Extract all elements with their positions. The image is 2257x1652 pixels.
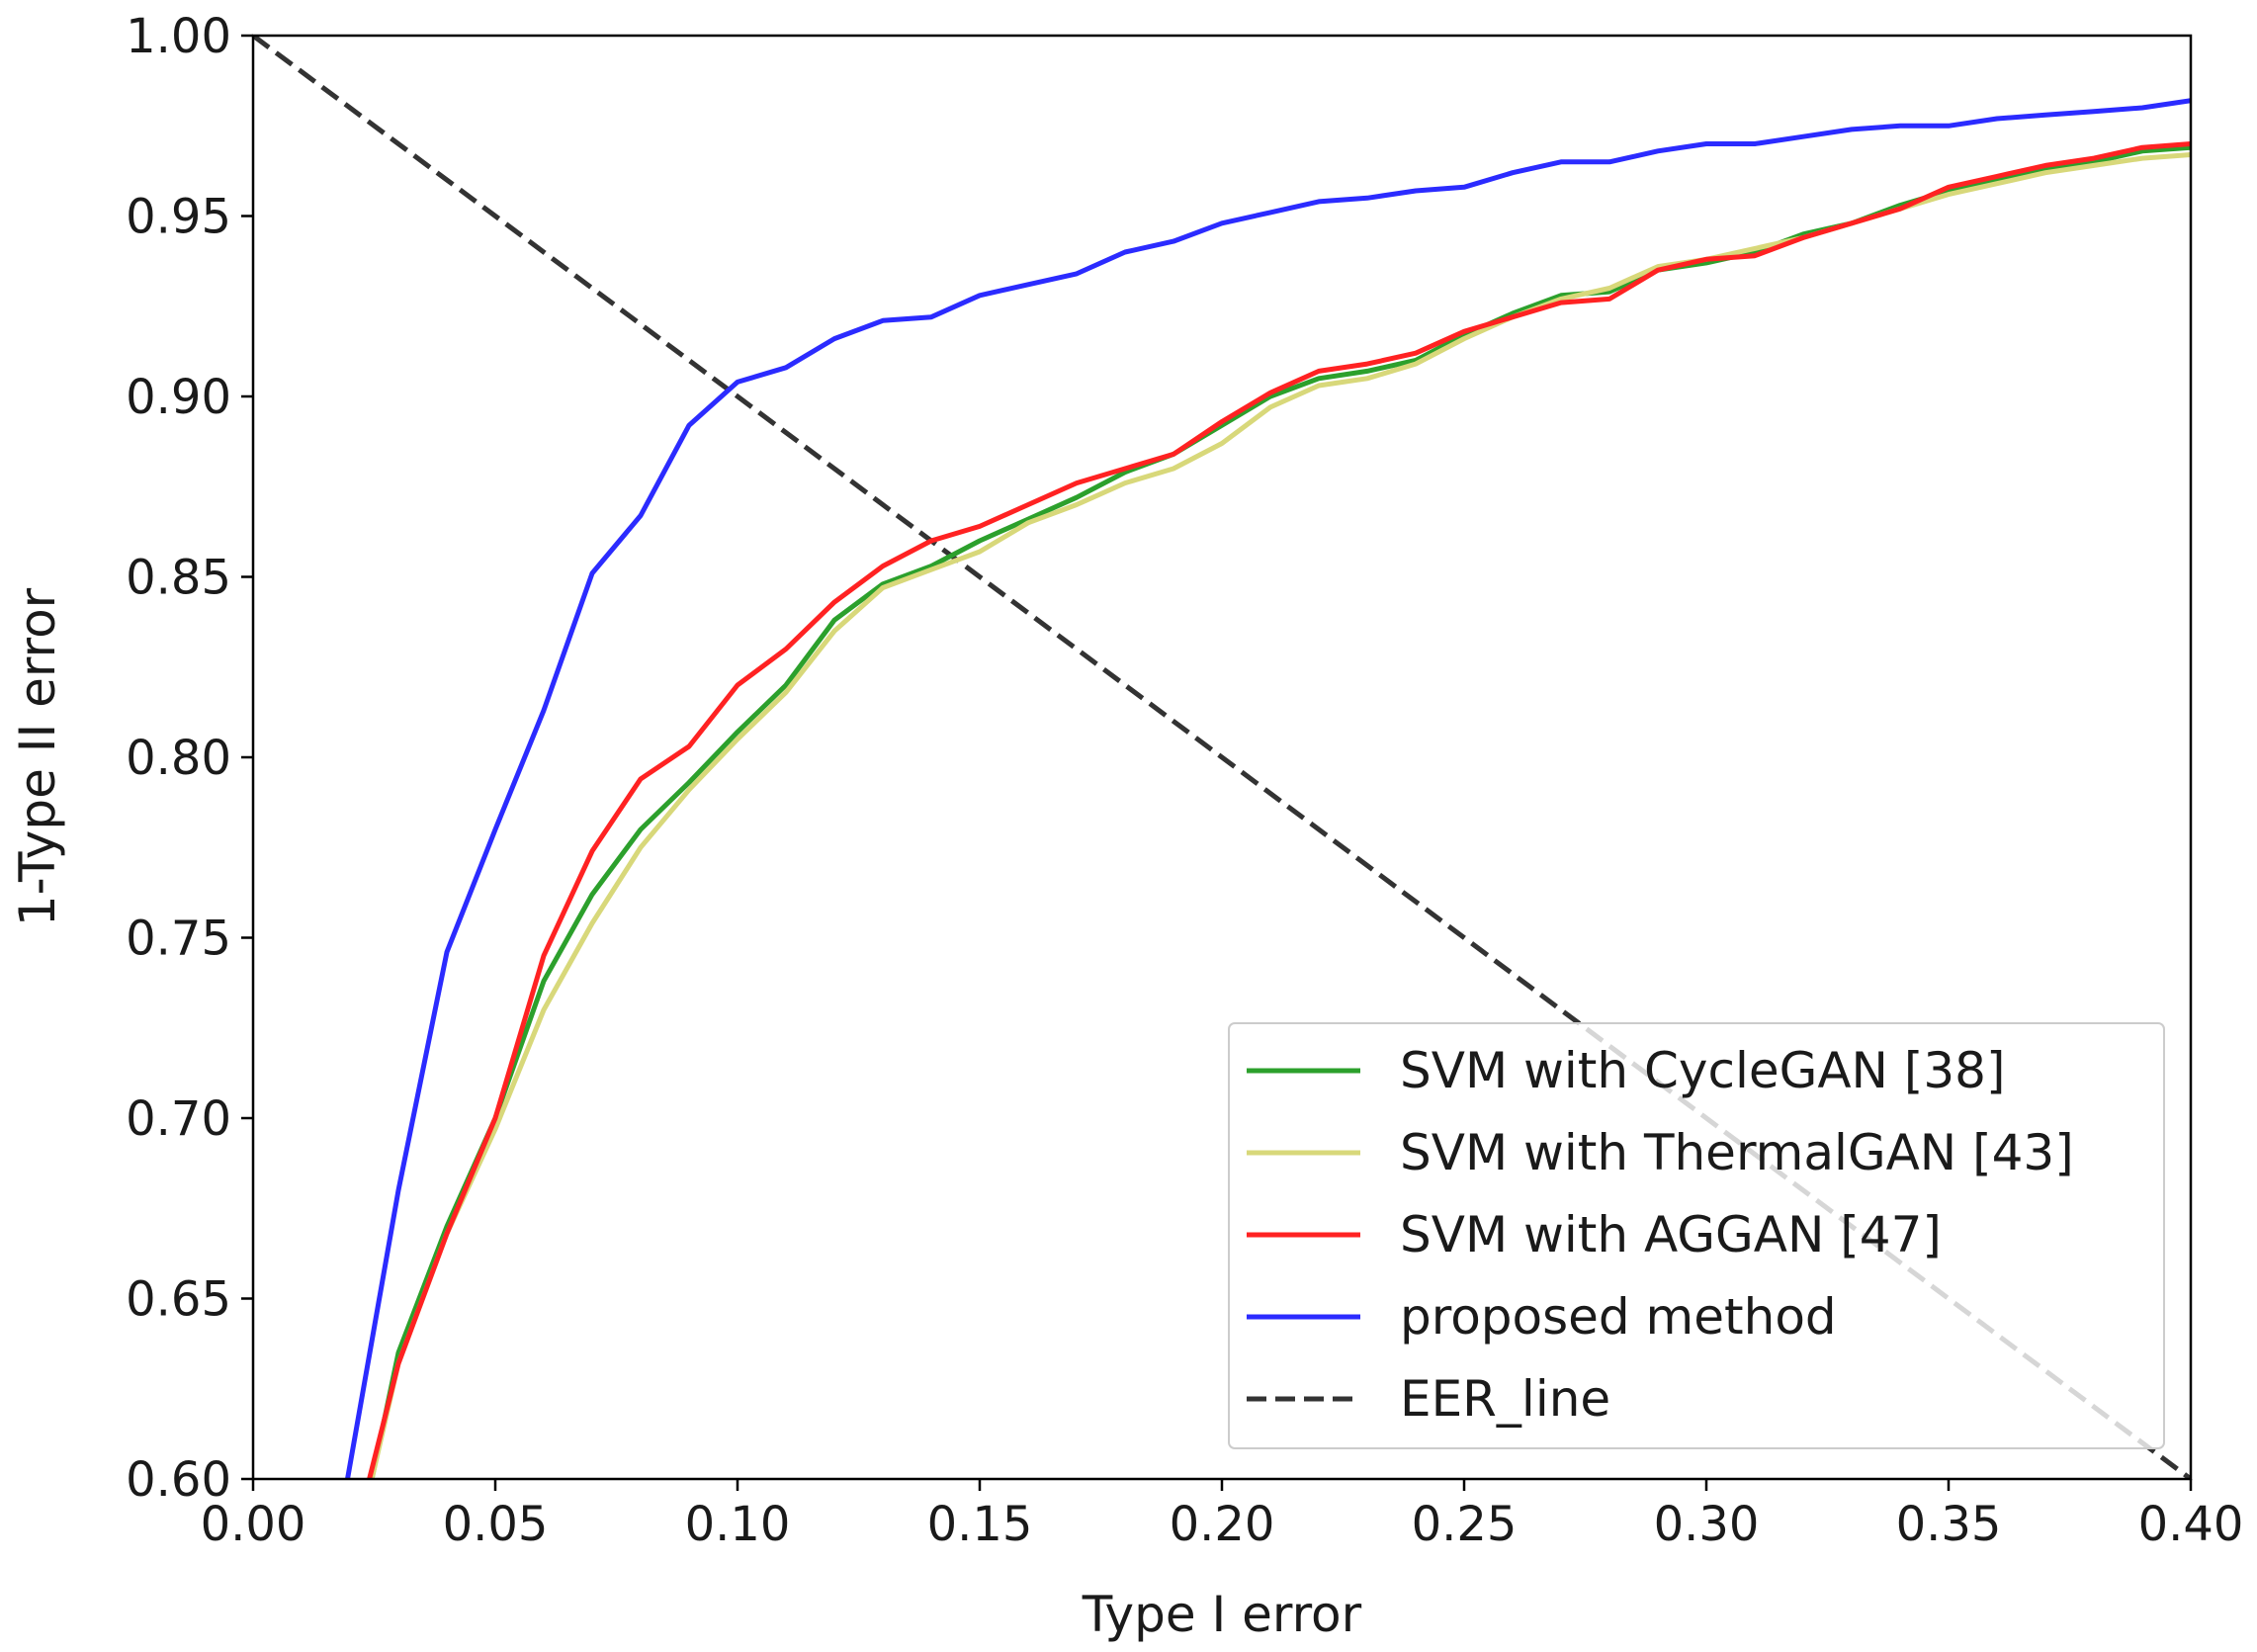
x-tick-label: 0.40 xyxy=(2138,1497,2244,1552)
legend-label: proposed method xyxy=(1400,1288,1837,1346)
legend-label: EER_line xyxy=(1400,1370,1610,1428)
legend-label: SVM with ThermalGAN [43] xyxy=(1400,1124,2074,1181)
x-tick-label: 0.25 xyxy=(1412,1497,1518,1552)
legend-label: SVM with CycleGAN [38] xyxy=(1400,1042,2005,1099)
x-axis-label: Type I error xyxy=(1082,1586,1362,1643)
x-tick-label: 0.20 xyxy=(1170,1497,1275,1552)
y-tick-label: 0.70 xyxy=(126,1091,231,1147)
series-line-svm-with-aggan-47 xyxy=(367,141,2191,1479)
x-tick-label: 0.15 xyxy=(927,1497,1033,1552)
x-tick-label: 0.35 xyxy=(1896,1497,2002,1552)
y-tick-label: 0.65 xyxy=(126,1272,231,1328)
y-tick-label: 1.00 xyxy=(126,9,231,64)
x-tick-label: 0.05 xyxy=(443,1497,549,1552)
legend-box xyxy=(1228,1022,2165,1449)
axis-ticks: 0.00 0.05 0.10 0.15 0.20 0.25 0.30 0.35 0.40 0.60… xyxy=(126,9,2243,1552)
y-tick-label: 0.95 xyxy=(126,190,231,245)
y-tick-label: 0.75 xyxy=(126,912,231,967)
y-axis-label: 1-Type II error xyxy=(9,587,66,926)
x-tick-label: 0.30 xyxy=(1654,1497,1760,1552)
y-tick-label: 0.85 xyxy=(126,551,231,606)
y-tick-label: 0.90 xyxy=(126,370,231,425)
series-line-proposed-method xyxy=(345,98,2191,1479)
x-tick-label: 0.10 xyxy=(685,1497,791,1552)
y-tick-label: 0.60 xyxy=(126,1452,231,1508)
y-tick-label: 0.80 xyxy=(126,731,231,786)
x-tick-label: 0.00 xyxy=(201,1497,306,1552)
legend-label: SVM with AGGAN [47] xyxy=(1400,1206,1942,1263)
legend: SVM with CycleGAN [38] SVM with ThermalGA… xyxy=(1228,1022,2165,1449)
